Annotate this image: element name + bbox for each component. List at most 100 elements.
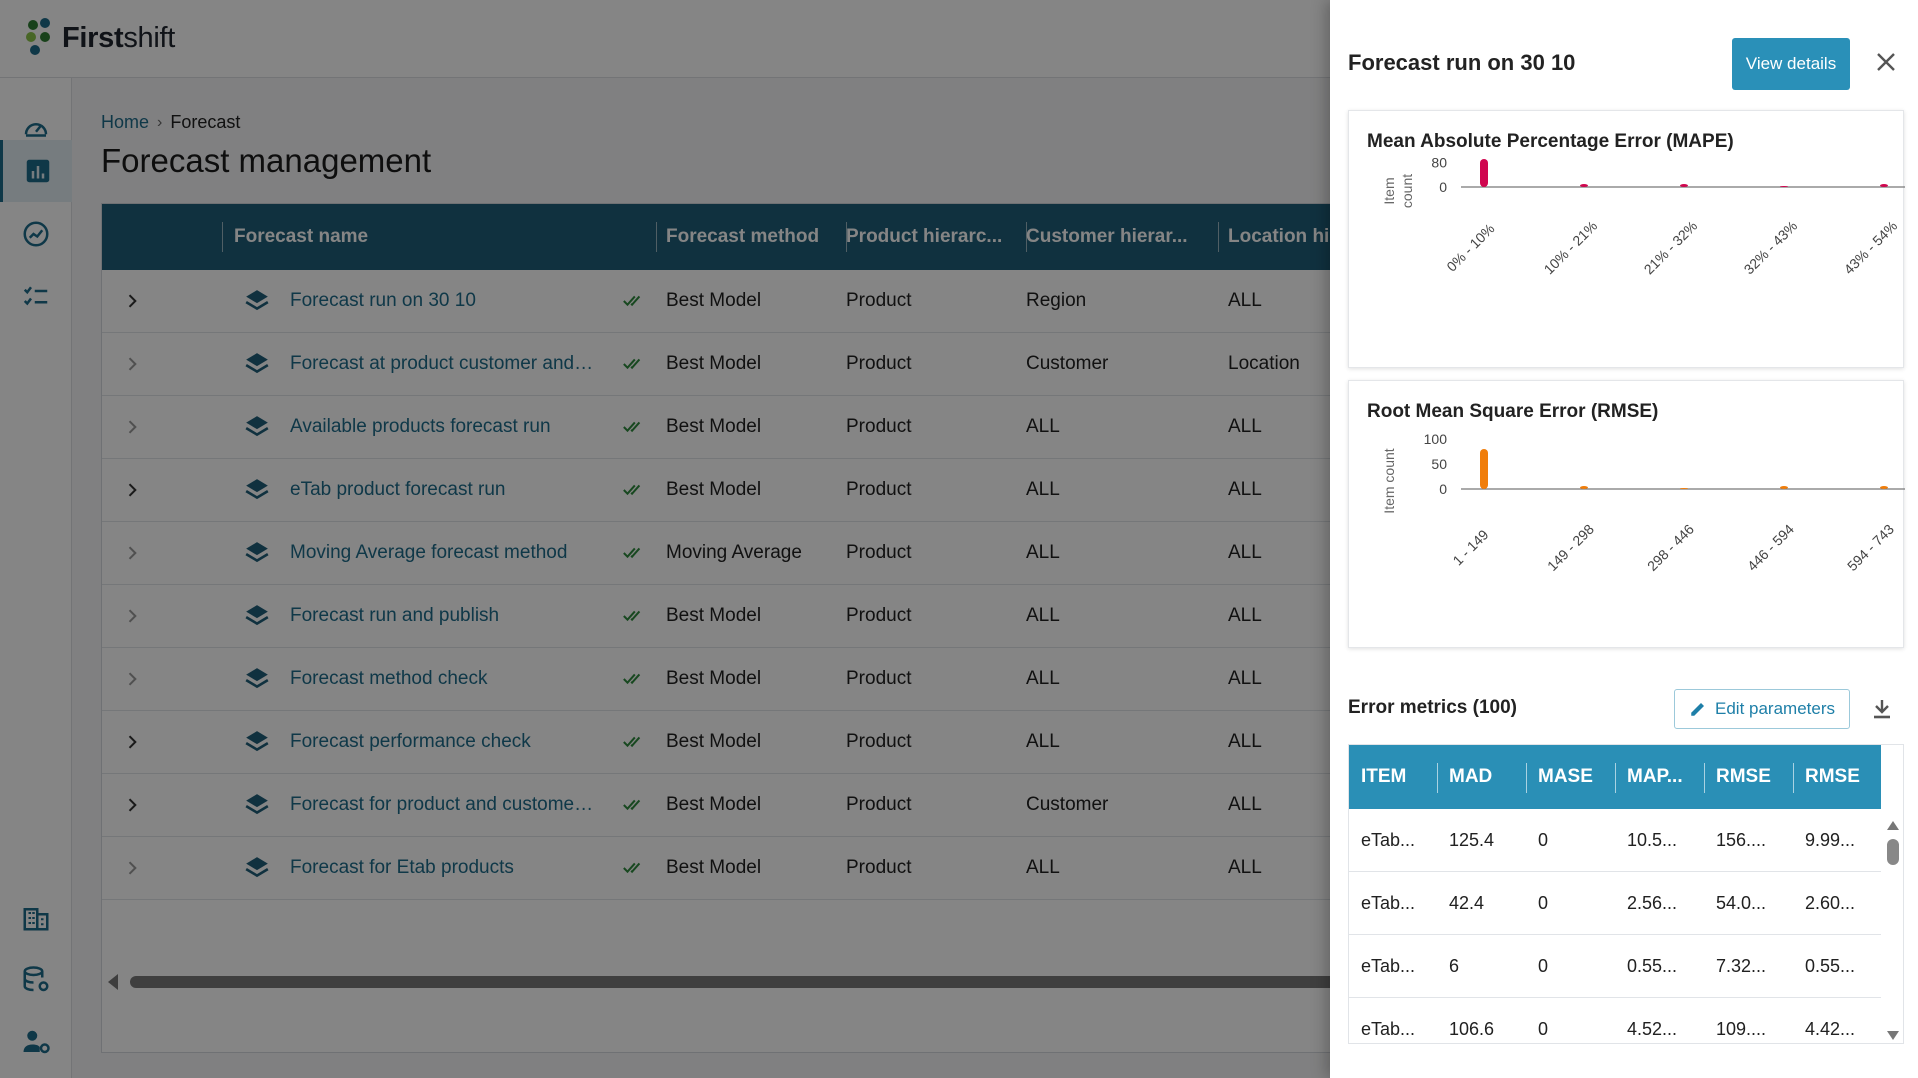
metrics-table-row[interactable]: eTab... 125.4 0 10.5... 156.... 9.99... bbox=[1349, 809, 1881, 872]
cell-location-hierarchy: ALL bbox=[1228, 290, 1262, 311]
mape-chart-card: Mean Absolute Percentage Error (MAPE) It… bbox=[1348, 110, 1905, 368]
metric-cell-rmse-percent: 0.55... bbox=[1805, 956, 1856, 976]
cell-forecast-method: Best Model bbox=[666, 668, 762, 689]
view-details-button[interactable]: View details bbox=[1732, 38, 1850, 90]
chevron-right-icon bbox=[128, 609, 137, 623]
nav-organization[interactable] bbox=[0, 888, 72, 948]
metrics-column-rmse[interactable]: RMSE bbox=[1716, 766, 1771, 787]
table-row[interactable]: eTab product forecast run Best Model Produ… bbox=[102, 459, 1430, 522]
metric-cell-mape: 2.56... bbox=[1627, 893, 1678, 913]
column-separator bbox=[1218, 222, 1219, 252]
y-axis-label: Item bbox=[1381, 177, 1397, 204]
scroll-left-arrow-icon[interactable] bbox=[108, 974, 118, 990]
horizontal-scrollbar[interactable] bbox=[102, 966, 1430, 996]
metric-cell-item: eTab... bbox=[1361, 956, 1416, 976]
metrics-column-rmse-percent[interactable]: RMSE bbox=[1805, 766, 1860, 787]
download-button[interactable] bbox=[1868, 694, 1896, 724]
nav-data-settings[interactable] bbox=[0, 950, 72, 1010]
y-tick-label: 0 bbox=[1439, 481, 1447, 497]
metrics-table-row[interactable]: eTab... 106.6 0 4.52... 109.... 4.42... bbox=[1349, 998, 1881, 1043]
breadcrumb-current: Forecast bbox=[170, 112, 241, 132]
metric-cell-mad: 125.4 bbox=[1449, 830, 1495, 850]
x-tick-label: 298 - 446 bbox=[1644, 521, 1697, 574]
table-row[interactable]: Forecast run on 30 10 Best Model Product Re… bbox=[102, 270, 1430, 333]
table-row[interactable]: Available products forecast run Best Mode… bbox=[102, 396, 1430, 459]
nav-dashboard[interactable] bbox=[0, 98, 72, 158]
scrollbar-thumb[interactable] bbox=[130, 976, 1430, 988]
page-title: Forecast management bbox=[101, 142, 432, 179]
table-row[interactable]: Forecast run and publish Best Model Produc… bbox=[102, 585, 1430, 648]
firstshift-logo[interactable]: Firstshift bbox=[26, 18, 175, 58]
scrollbar-thumb[interactable] bbox=[1887, 839, 1899, 865]
metrics-vertical-scrollbar[interactable] bbox=[1883, 817, 1903, 1043]
modal-backdrop[interactable] bbox=[0, 0, 1330, 1078]
scroll-up-arrow-icon[interactable] bbox=[1887, 821, 1899, 830]
double-check-icon bbox=[620, 333, 650, 395]
chart-bar bbox=[1580, 184, 1588, 187]
cell-customer-hierarchy: Customer bbox=[1026, 794, 1109, 815]
column-separator bbox=[1704, 763, 1705, 793]
chevron-right-icon bbox=[128, 861, 137, 875]
table-row[interactable]: Forecast performance check Best Model Prod… bbox=[102, 711, 1430, 774]
table-row[interactable]: Forecast for Etab products Best Model Prod… bbox=[102, 837, 1430, 900]
expand-row-button[interactable] bbox=[122, 459, 152, 521]
cell-product-hierarchy: Product bbox=[846, 605, 912, 626]
database-settings-icon bbox=[23, 966, 49, 992]
table-row[interactable]: Forecast at product customer and lo... Be… bbox=[102, 333, 1430, 396]
chevron-right-icon bbox=[128, 798, 137, 812]
expand-row-button[interactable] bbox=[122, 711, 152, 773]
close-drawer-button[interactable] bbox=[1870, 46, 1902, 78]
metric-cell-mad: 42.4 bbox=[1449, 893, 1485, 913]
metric-cell-mape: 4.52... bbox=[1627, 1019, 1678, 1039]
cell-customer-hierarchy: ALL bbox=[1026, 668, 1060, 689]
double-check-icon bbox=[620, 585, 650, 647]
breadcrumb-home-link[interactable]: Home bbox=[101, 112, 150, 132]
nav-analytics[interactable] bbox=[0, 140, 72, 202]
table-row[interactable]: Forecast method check Best Model Product AL… bbox=[102, 648, 1430, 711]
edit-parameters-button[interactable]: Edit parameters bbox=[1674, 689, 1850, 729]
expand-row-button[interactable] bbox=[122, 837, 152, 899]
trend-icon bbox=[23, 221, 49, 247]
expand-row-button[interactable] bbox=[122, 396, 152, 458]
layers-icon bbox=[244, 522, 276, 584]
metrics-table-row[interactable]: eTab... 6 0 0.55... 7.32... 0.55... bbox=[1349, 935, 1881, 998]
metrics-column-mase[interactable]: MASE bbox=[1538, 766, 1593, 787]
expand-row-button[interactable] bbox=[122, 333, 152, 395]
chart-bar bbox=[1780, 486, 1788, 489]
cell-product-hierarchy: Product bbox=[846, 416, 912, 437]
metrics-table-row[interactable]: eTab... 42.4 0 2.56... 54.0... 2.60... bbox=[1349, 872, 1881, 935]
expand-row-button[interactable] bbox=[122, 774, 152, 836]
expand-row-button[interactable] bbox=[122, 648, 152, 710]
cell-forecast-method: Moving Average bbox=[666, 542, 802, 563]
metric-cell-item: eTab... bbox=[1361, 893, 1416, 913]
table-row[interactable]: Forecast for product and customer it... B… bbox=[102, 774, 1430, 837]
scroll-down-arrow-icon[interactable] bbox=[1887, 1031, 1899, 1040]
metric-cell-rmse-percent: 9.99... bbox=[1805, 830, 1856, 850]
double-check-icon bbox=[620, 648, 650, 710]
nav-checklist[interactable] bbox=[0, 266, 72, 326]
metrics-column-mape[interactable]: MAP... bbox=[1627, 766, 1683, 787]
rmse-chart-card: Root Mean Square Error (RMSE) Item count… bbox=[1348, 380, 1905, 648]
cell-location-hierarchy: Location bbox=[1228, 353, 1300, 374]
cell-location-hierarchy: ALL bbox=[1228, 605, 1262, 626]
expand-row-button[interactable] bbox=[122, 585, 152, 647]
table-row[interactable]: Moving Average forecast method Moving Ave… bbox=[102, 522, 1430, 585]
cell-customer-hierarchy: Customer bbox=[1026, 353, 1109, 374]
metric-cell-rmse: 7.32... bbox=[1716, 956, 1767, 976]
metric-cell-mad: 106.6 bbox=[1449, 1019, 1495, 1039]
cell-product-hierarchy: Product bbox=[846, 542, 912, 563]
breadcrumb: Home › Forecast bbox=[101, 112, 240, 133]
rmse-chart: Item count 0 50 100 1 - 149 149 - 298 298 - 44… bbox=[1381, 431, 1905, 574]
metrics-column-item[interactable]: ITEM bbox=[1361, 766, 1407, 787]
chevron-right-icon bbox=[128, 357, 137, 371]
double-check-icon bbox=[620, 837, 650, 899]
nav-user-settings[interactable] bbox=[0, 1012, 72, 1072]
nav-trend[interactable] bbox=[0, 204, 72, 264]
expand-row-button[interactable] bbox=[122, 522, 152, 584]
cell-customer-hierarchy: ALL bbox=[1026, 857, 1060, 878]
metric-cell-rmse-percent: 4.42... bbox=[1805, 1019, 1856, 1039]
expand-row-button[interactable] bbox=[122, 270, 152, 332]
metrics-column-mad[interactable]: MAD bbox=[1449, 766, 1493, 787]
chart-bar bbox=[1480, 449, 1488, 489]
layers-icon bbox=[244, 585, 276, 647]
